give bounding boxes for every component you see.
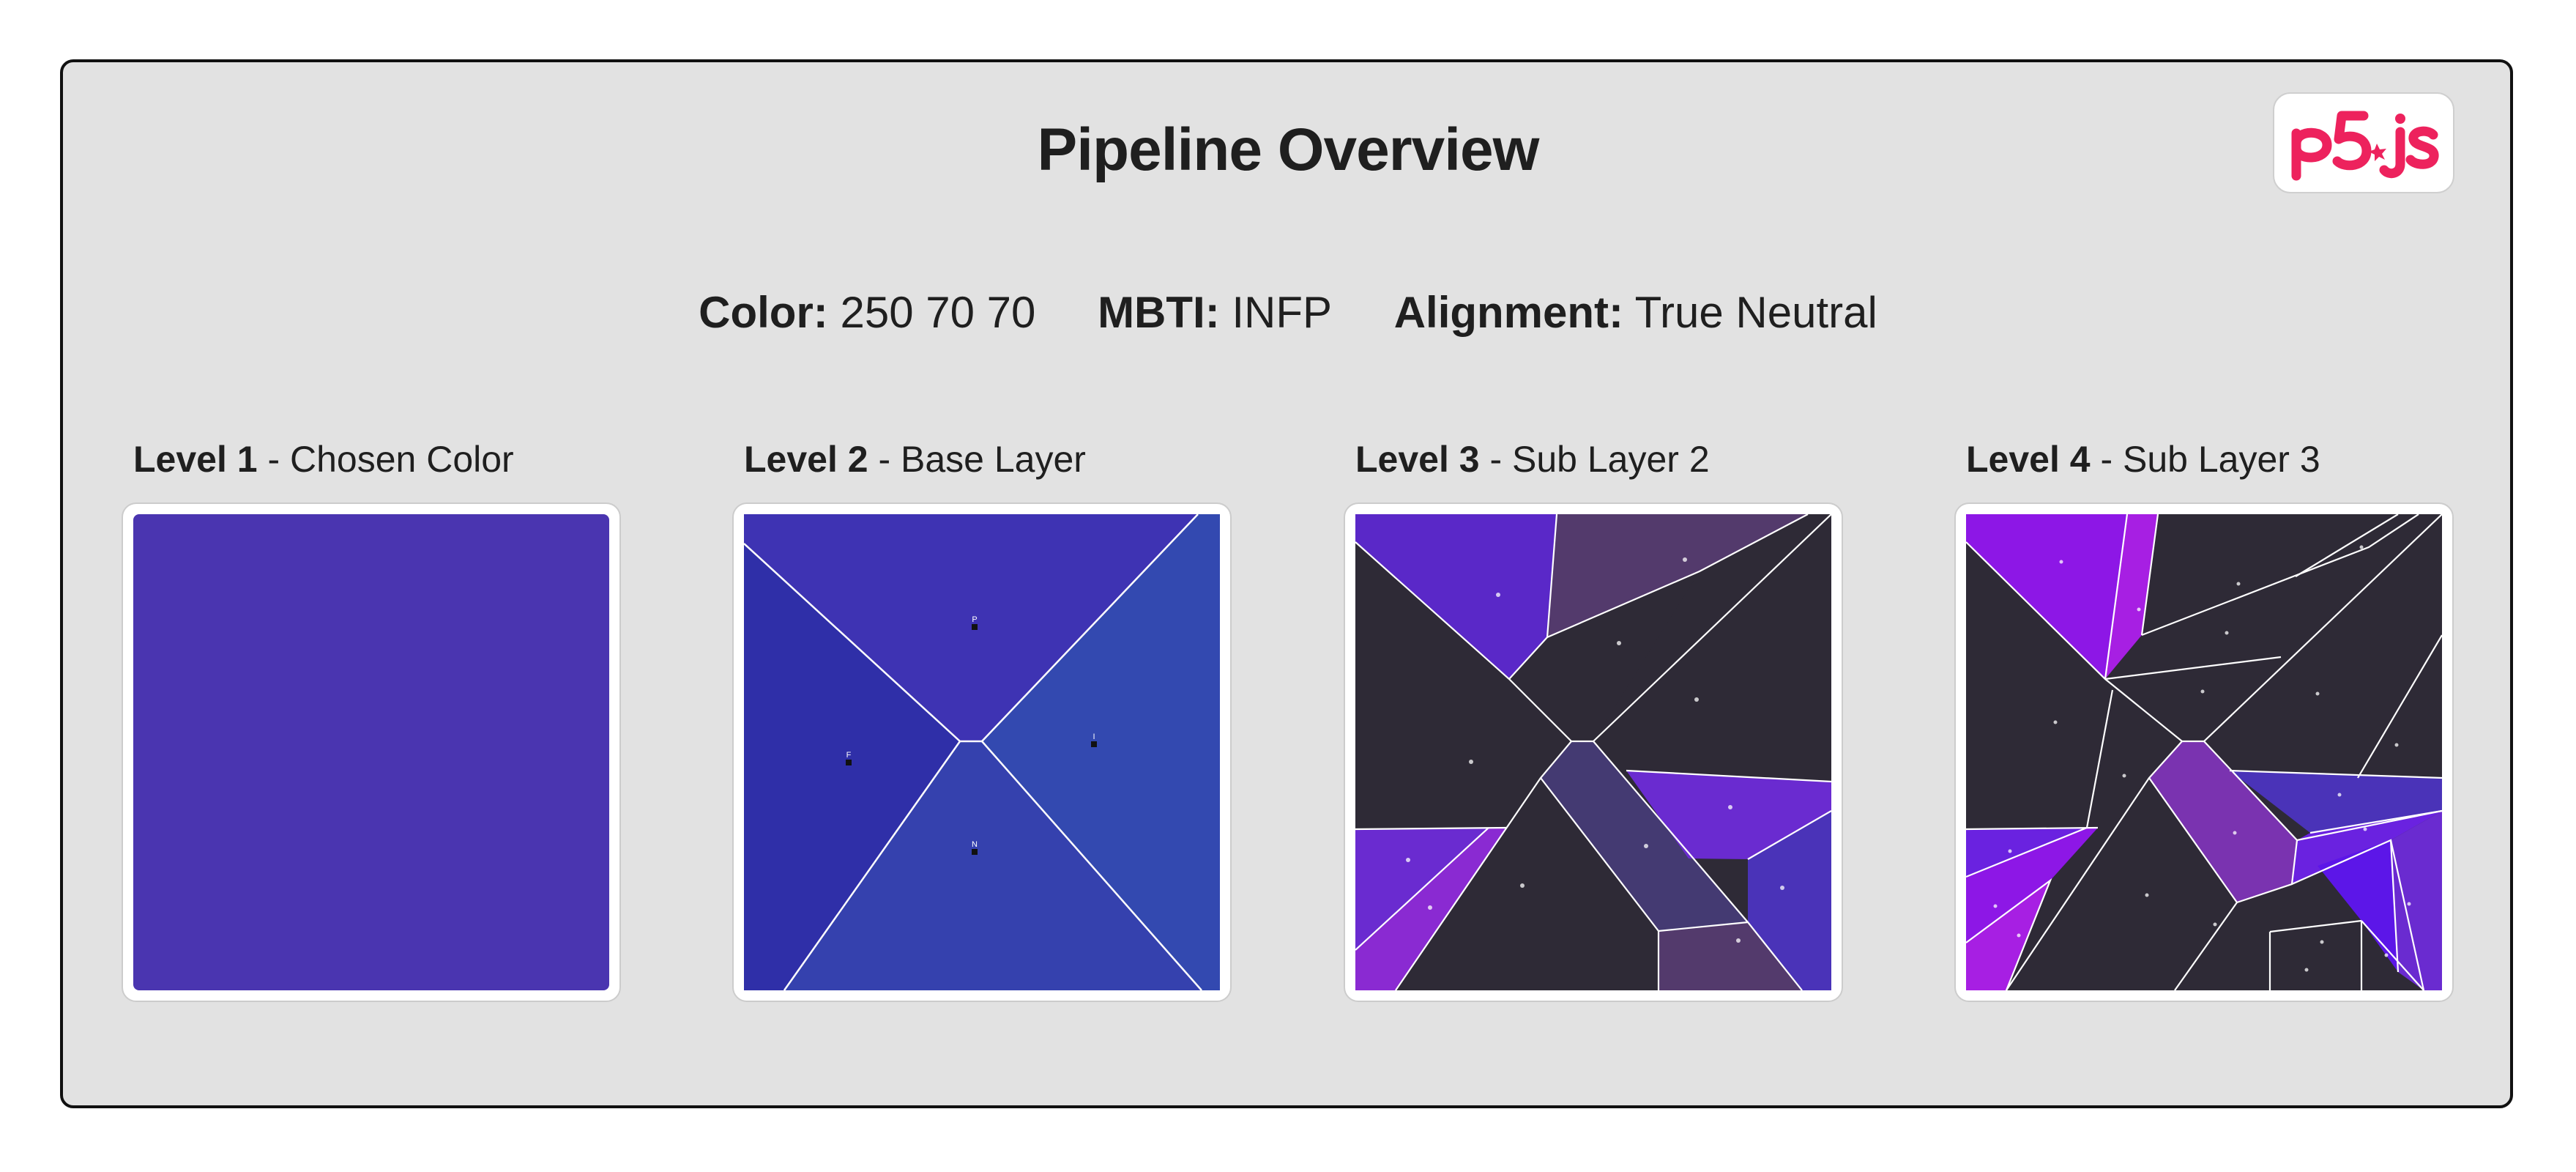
color-info: Color: 250 70 70 (699, 287, 1035, 338)
plum-region (1547, 514, 1808, 637)
mid-purple-region (2149, 741, 2297, 902)
blue-violet-region (1748, 811, 1831, 990)
alignment-value: True Neutral (1634, 288, 1877, 337)
level-2-label: Level 2 - Base Layer (744, 438, 1086, 481)
blue-violet-region (2230, 771, 2442, 833)
color-value: 250 70 70 (840, 288, 1036, 337)
page-title: Pipeline Overview (1037, 116, 1540, 183)
level-3-label: Level 3 - Sub Layer 2 (1355, 438, 1710, 481)
mbti-value: INFP (1232, 288, 1333, 337)
bright-left-region (1966, 828, 2098, 943)
mbti-label: MBTI: (1098, 288, 1220, 337)
level-4-regions (1966, 514, 2442, 990)
color-label: Color: (699, 288, 828, 337)
level-4-number: Level 4 (1966, 439, 2091, 480)
level-4-name: - Sub Layer 3 (2090, 439, 2320, 480)
level-1-number: Level 1 (133, 439, 258, 480)
p5js-logo-mark (2291, 111, 2439, 181)
level-3-seeds (1406, 557, 1784, 943)
region-borders (744, 514, 1202, 990)
chosen-color-swatch (133, 514, 609, 990)
indigo-diagonal-region (1541, 741, 1748, 931)
purple-right-region (2391, 811, 2442, 990)
seed-i: I (1091, 732, 1097, 747)
level-2-number: Level 2 (744, 439, 868, 480)
bright-purple-region (1966, 514, 2127, 679)
level-1-name: - Chosen Color (257, 439, 514, 480)
violet-region (1355, 514, 1557, 679)
level-4-card (1954, 502, 2454, 1002)
alignment-label: Alignment: (1393, 288, 1624, 337)
seed-p-marker (972, 624, 978, 630)
p5js-logo[interactable] (2273, 92, 2454, 193)
region-f (744, 544, 960, 990)
region-i (982, 514, 1220, 990)
seed-f: F (846, 751, 852, 765)
fuchsia-region (2105, 514, 2158, 679)
level-3-regions (1355, 514, 1831, 990)
level-4-borders (1966, 514, 2442, 990)
seed-i-letter: I (1092, 732, 1095, 741)
level-3-canvas (1355, 514, 1831, 990)
seed-p-letter: P (972, 615, 977, 624)
plum-bottom-region (1659, 922, 1802, 990)
seed-f-marker (846, 760, 852, 765)
level-4-label: Level 4 - Sub Layer 3 (1966, 438, 2320, 481)
level-2-card: P F I N (732, 502, 1232, 1002)
level-4-seeds (1993, 545, 2411, 972)
seed-p: P (972, 615, 978, 630)
seed-n-marker (972, 849, 978, 855)
level-1-label: Level 1 - Chosen Color (133, 438, 514, 481)
purple-region (1626, 771, 1831, 859)
level-3-borders (1355, 514, 1831, 990)
level-1-canvas (133, 514, 609, 990)
region-p (744, 514, 1198, 741)
level-3-number: Level 3 (1355, 439, 1480, 480)
mbti-info: MBTI: INFP (1098, 287, 1332, 338)
level-3-card (1344, 502, 1843, 1002)
region-n (784, 741, 1202, 990)
level-4-canvas (1966, 514, 2442, 990)
seed-f-letter: F (846, 751, 852, 760)
level-2-name: - Base Layer (868, 439, 1086, 480)
alignment-info: Alignment: True Neutral (1394, 287, 1877, 338)
seed-n-letter: N (972, 840, 978, 849)
dark-center-region (1509, 571, 1700, 741)
level-2-canvas: P F I N (744, 514, 1220, 990)
seed-i-marker (1091, 741, 1097, 747)
level-3-name: - Sub Layer 2 (1479, 439, 1710, 480)
fuchsia-left-region (1966, 880, 2050, 990)
level-1-card (122, 502, 621, 1002)
seed-n: N (972, 840, 978, 855)
profile-summary: Color: 250 70 70 MBTI: INFP Alignment: T… (0, 287, 2576, 338)
